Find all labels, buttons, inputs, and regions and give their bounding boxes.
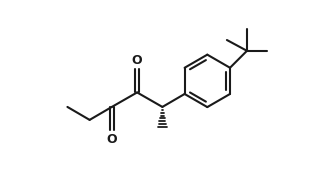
Text: O: O <box>107 133 117 146</box>
Text: O: O <box>132 54 142 67</box>
